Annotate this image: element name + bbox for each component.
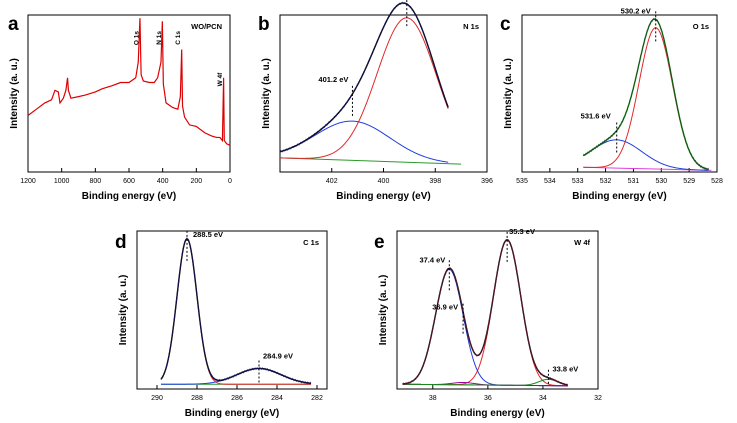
chart-title: WO/PCN [191, 22, 222, 31]
fit-envelope-line [279, 2, 449, 153]
x-tick-label: 396 [481, 178, 493, 185]
y-axis-label: Intensity (a. u.) [503, 58, 514, 129]
component-peak-line [583, 139, 709, 171]
x-tick-label: 284 [271, 395, 283, 402]
panel-letter: c [500, 14, 511, 35]
chart-panel-d: 290 288 286 284 282 Binding energy (eV) Intens… [115, 230, 328, 419]
x-tick-label: 531 [628, 178, 640, 185]
y-axis-label: Intensity (a. u.) [9, 58, 20, 129]
raw-data-line [582, 17, 710, 171]
chart-panel-c: 535 534 533 532 531 530 529 528 Binding energy (… [500, 6, 723, 202]
peak-annotation: C 1s [175, 31, 182, 45]
peak-label: 36.9 eV [432, 303, 458, 312]
raw-data-line [402, 238, 569, 387]
plot-frame [136, 230, 328, 390]
peak-label: 401.2 eV [318, 75, 348, 84]
y-axis-label: Intensity (a. u.) [261, 58, 272, 129]
peak-label: 531.6 eV [581, 112, 611, 121]
x-axis-label: Binding energy (eV) [185, 408, 279, 419]
y-axis-label: Intensity (a. u.) [118, 275, 129, 346]
peak-label: 33.8 eV [552, 365, 578, 374]
baseline-line [279, 157, 462, 165]
x-tick-label: 32 [594, 395, 602, 402]
x-tick-label: 535 [516, 178, 528, 185]
y-axis-label: Intensity (a. u.) [378, 275, 389, 346]
component-peak-line [160, 238, 311, 385]
x-axis-label: Binding energy (eV) [572, 191, 666, 202]
component-peak-line [279, 17, 449, 159]
x-tick-label: 290 [151, 395, 163, 402]
x-tick-label: 528 [711, 178, 723, 185]
raw-data-line [279, 1, 449, 153]
plot-frame [279, 14, 488, 173]
x-tick-label: 286 [231, 395, 243, 402]
x-axis-label: Binding energy (eV) [82, 191, 176, 202]
x-tick-label: 200 [190, 178, 202, 185]
x-tick-label: 38 [429, 395, 437, 402]
peak-label: 37.4 eV [419, 255, 445, 264]
component-peak-line [279, 120, 449, 163]
x-tick-label: 800 [89, 178, 101, 185]
peak-annotation: O 1s [134, 31, 141, 45]
chart-panel-e: 38 36 34 32 Binding energy (eV) Intensity (a.… [374, 227, 602, 419]
x-axis-label: Binding energy (eV) [336, 191, 430, 202]
x-tick-label: 0 [228, 178, 232, 185]
x-tick-label: 533 [572, 178, 584, 185]
survey-spectrum-line [27, 18, 231, 146]
component-peak-line [402, 268, 568, 387]
chart-title: W 4f [574, 238, 590, 247]
x-tick-label: 400 [157, 178, 169, 185]
chart-title: C 1s [303, 238, 319, 247]
panel-letter: d [115, 232, 127, 253]
plot-frame [396, 230, 599, 390]
chart-panel-b: 402 400 398 396 Binding energy (eV) Intensity… [258, 0, 493, 202]
x-tick-label: 534 [544, 178, 556, 185]
fit-envelope-line [160, 238, 312, 384]
x-tick-label: 282 [311, 395, 323, 402]
x-tick-label: 288 [191, 395, 203, 402]
x-tick-label: 532 [600, 178, 612, 185]
peak-annotation: N 1s [156, 31, 163, 45]
x-axis-label: Binding energy (eV) [450, 408, 544, 419]
fit-envelope-line [582, 18, 709, 171]
peak-label: 35.3 eV [509, 227, 535, 236]
raw-data-line [160, 236, 312, 385]
peak-label: 288.5 eV [193, 230, 223, 239]
peak-label: 284.9 eV [263, 351, 293, 360]
x-tick-label: 1200 [20, 178, 36, 185]
x-tick-label: 34 [539, 395, 547, 402]
component-peak-line [402, 378, 568, 386]
chart-title: O 1s [693, 22, 709, 31]
x-tick-label: 600 [123, 178, 135, 185]
panel-letter: e [374, 232, 385, 253]
x-tick-label: 400 [378, 178, 390, 185]
chart-panel-a: 1200 1000 800 600 400 200 0 Binding energy (eV)… [8, 14, 232, 202]
x-tick-label: 398 [429, 178, 441, 185]
chart-title: N 1s [463, 22, 479, 31]
plot-frame [521, 14, 718, 173]
panel-letter: a [8, 14, 19, 35]
peak-annotation: W 4f [217, 72, 224, 87]
x-tick-label: 530 [655, 178, 667, 185]
x-tick-label: 1000 [54, 178, 70, 185]
x-tick-label: 36 [484, 395, 492, 402]
component-peak-line [583, 27, 709, 170]
x-tick-label: 529 [683, 178, 695, 185]
peak-label: 530.2 eV [621, 6, 651, 15]
panel-letter: b [258, 14, 270, 35]
x-tick-label: 402 [326, 178, 338, 185]
